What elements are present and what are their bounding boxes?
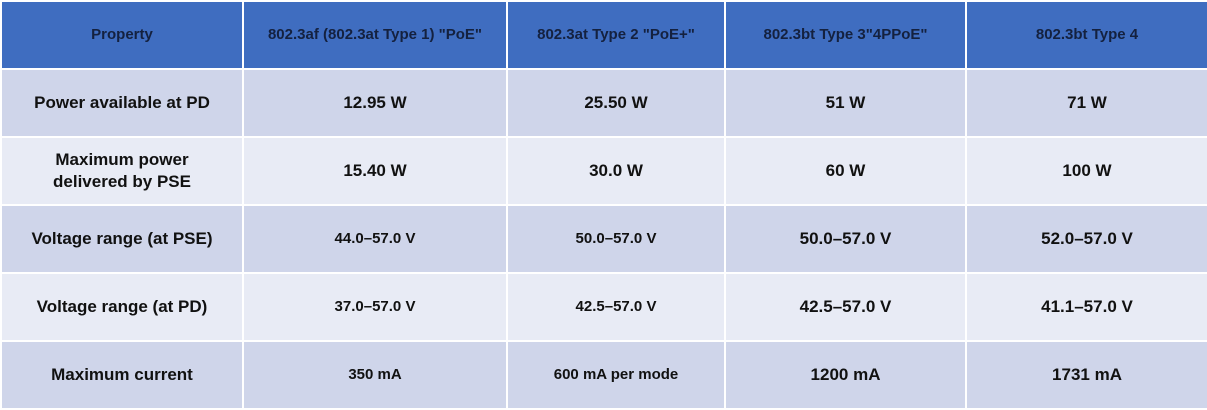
cell: 50.0–57.0 V [506,204,726,274]
cell: 41.1–57.0 V [965,272,1207,342]
table-row: Voltage range (at PD) 37.0–57.0 V 42.5–57.… [0,272,1207,342]
header-cell: Property [0,0,244,70]
cell: 51 W [724,68,967,138]
cell: 12.95 W [242,68,508,138]
row-label: Voltage range (at PSE) [0,204,244,274]
cell: 37.0–57.0 V [242,272,508,342]
cell: 71 W [965,68,1207,138]
cell: 44.0–57.0 V [242,204,508,274]
cell: 1731 mA [965,340,1207,410]
header-cell: 802.3at Type 2 "PoE+" [506,0,726,70]
header-cell: 802.3bt Type 4 [965,0,1207,70]
row-label: Power available at PD [0,68,244,138]
cell: 100 W [965,136,1207,206]
row-label: Maximum power delivered by PSE [0,136,244,206]
table-row: Voltage range (at PSE) 44.0–57.0 V 50.0–57… [0,204,1207,274]
cell: 15.40 W [242,136,508,206]
header-cell: 802.3bt Type 3"4PPoE" [724,0,967,70]
cell: 52.0–57.0 V [965,204,1207,274]
header-cell: 802.3af (802.3at Type 1) "PoE" [242,0,508,70]
cell: 30.0 W [506,136,726,206]
cell: 42.5–57.0 V [724,272,967,342]
cell: 25.50 W [506,68,726,138]
cell: 42.5–57.0 V [506,272,726,342]
table-row: Maximum current 350 mA 600 mA per mode 1200… [0,340,1207,410]
cell: 600 mA per mode [506,340,726,410]
row-label: Voltage range (at PD) [0,272,244,342]
header-row: Property 802.3af (802.3at Type 1) "PoE" 80… [0,0,1207,70]
cell: 60 W [724,136,967,206]
row-label: Maximum current [0,340,244,410]
table-row: Maximum power delivered by PSE 15.40 W 30.… [0,136,1207,206]
cell: 350 mA [242,340,508,410]
cell: 1200 mA [724,340,967,410]
cell: 50.0–57.0 V [724,204,967,274]
